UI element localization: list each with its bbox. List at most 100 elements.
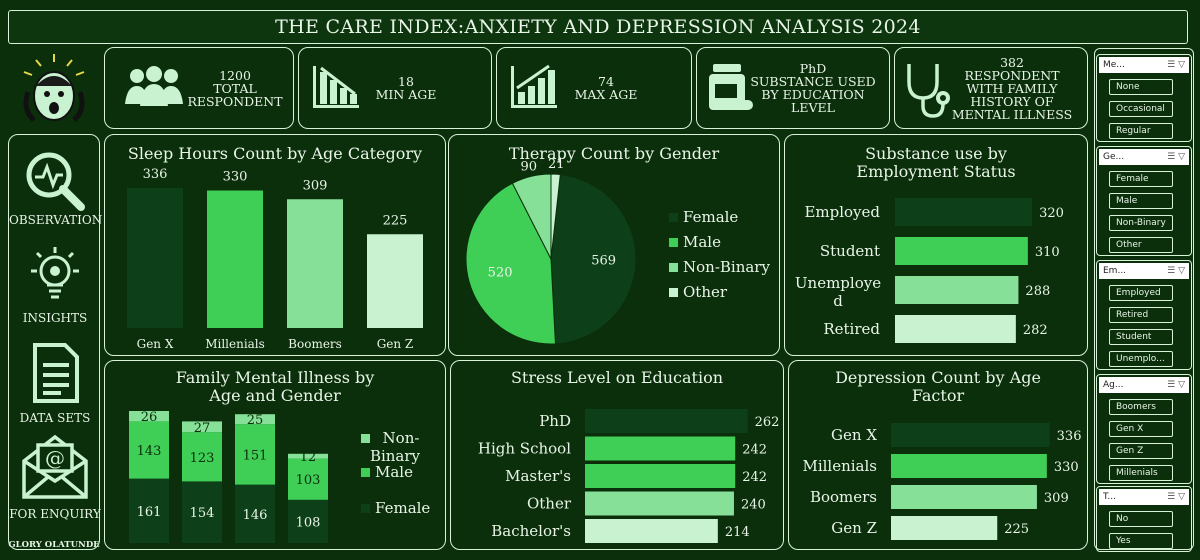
bar bbox=[367, 234, 423, 328]
kpi-max-age: 74 MAX AGE bbox=[496, 47, 692, 129]
nav-item-observation[interactable]: OBSERVATION bbox=[9, 145, 103, 233]
legend-label: Female bbox=[683, 208, 738, 226]
category-label: Boomers bbox=[288, 337, 342, 351]
chart-title: Substance use by Employment Status bbox=[856, 144, 1016, 181]
substance-panel: Substance use by Employment Status 320 Em… bbox=[784, 134, 1088, 356]
bar bbox=[585, 464, 736, 488]
slicer-1: Ge... ☰ ▽ Female Male Non-Binary Other bbox=[1096, 146, 1192, 256]
nav-item-data-sets[interactable]: DATA SETS bbox=[9, 341, 101, 429]
data-label: 161 bbox=[137, 505, 162, 520]
slicer-option[interactable]: Yes bbox=[1109, 533, 1173, 549]
filter-clear-icon[interactable]: ☰ ▽ bbox=[1167, 380, 1185, 390]
data-label: 154 bbox=[190, 506, 215, 521]
data-label: 225 bbox=[383, 213, 408, 228]
bar bbox=[585, 491, 734, 516]
legend-label: Female bbox=[375, 499, 430, 517]
chart-title: Sleep Hours Count by Age Category bbox=[127, 144, 423, 163]
chart-title: Therapy Count by Gender bbox=[508, 144, 720, 163]
kpi-label: RESPONDENT WITH FAMILY HISTORY OF MENTAL… bbox=[951, 67, 1073, 122]
slicer-option[interactable]: Employed bbox=[1109, 285, 1173, 301]
slicer-option[interactable]: None bbox=[1109, 79, 1173, 95]
slicer-option[interactable]: Gen X bbox=[1109, 421, 1173, 437]
slicer-header[interactable]: Me... ☰ ▽ bbox=[1099, 57, 1189, 73]
stack-segment bbox=[288, 453, 328, 459]
slicer-title: Me... bbox=[1103, 60, 1125, 70]
slicer-option[interactable]: Non-Binary bbox=[1109, 215, 1173, 231]
legend-label: Other bbox=[683, 283, 728, 301]
bar bbox=[585, 409, 748, 433]
dashboard-title: THE CARE INDEX:ANXIETY AND DEPRESSION AN… bbox=[8, 10, 1188, 44]
slicer-header[interactable]: Ag... ☰ ▽ bbox=[1099, 377, 1189, 393]
data-label: 143 bbox=[137, 444, 162, 459]
slicer-pane bbox=[1094, 48, 1194, 550]
kpi-family-history: 382 RESPONDENT WITH FAMILY HISTORY OF ME… bbox=[894, 47, 1088, 129]
slicer-option[interactable]: Female bbox=[1109, 171, 1173, 187]
slicer-option[interactable]: Boomers bbox=[1109, 399, 1173, 415]
slicer-option[interactable]: Millenials bbox=[1109, 465, 1173, 481]
magnifier-pulse-icon bbox=[26, 152, 85, 211]
anxiety-face-logo bbox=[14, 52, 94, 130]
legend-swatch bbox=[361, 504, 370, 513]
kpi-value: 382 bbox=[1000, 54, 1024, 70]
slicer-title: Ge... bbox=[1103, 152, 1125, 162]
data-label: 25 bbox=[247, 413, 264, 428]
nav-item-enquiry[interactable]: @ FOR ENQUIRY bbox=[9, 433, 101, 525]
data-label: 214 bbox=[725, 525, 750, 540]
stress-chart: 262 PhD 242 High School 242 Master's 240 Other 2… bbox=[478, 409, 779, 543]
document-icon bbox=[33, 343, 79, 403]
slicer-title: T... bbox=[1103, 492, 1117, 502]
stack-segment bbox=[129, 421, 169, 479]
slicer-3: Ag... ☰ ▽ Boomers Gen X Gen Z Millenials bbox=[1096, 374, 1192, 484]
slicer-option[interactable]: Regular bbox=[1109, 123, 1173, 139]
bar-chart-down-icon bbox=[313, 66, 359, 108]
depression-chart: 336 Gen X 330 Millenials 309 Boomers 225 Gen Z bbox=[802, 423, 1082, 540]
data-label: 21 bbox=[548, 157, 565, 172]
nav-label: OBSERVATION bbox=[9, 213, 103, 227]
slicer-option[interactable]: No bbox=[1109, 511, 1173, 527]
data-label: 123 bbox=[190, 451, 215, 466]
kpi-total-respondent: 1200 TOTAL RESPONDENT bbox=[104, 47, 294, 129]
slicer-option[interactable]: Retired bbox=[1109, 307, 1173, 323]
slicer-header[interactable]: Ge... ☰ ▽ bbox=[1099, 149, 1189, 165]
filter-clear-icon[interactable]: ☰ ▽ bbox=[1167, 152, 1185, 162]
data-label: 151 bbox=[243, 448, 268, 463]
filter-clear-icon[interactable]: ☰ ▽ bbox=[1167, 492, 1185, 502]
category-label: Student bbox=[820, 242, 880, 260]
data-label: 242 bbox=[742, 470, 767, 485]
legend-label: Non-Binary bbox=[370, 429, 421, 465]
data-label: 108 bbox=[296, 515, 321, 530]
nav-item-insights[interactable]: INSIGHTS bbox=[9, 243, 101, 331]
legend-swatch bbox=[669, 213, 678, 222]
legend-swatch bbox=[361, 468, 370, 477]
slicer-option[interactable]: Unemplo... bbox=[1109, 351, 1173, 367]
data-label: 12 bbox=[300, 450, 317, 465]
bar bbox=[207, 190, 263, 328]
bar bbox=[895, 198, 1033, 226]
pill-bottle-icon bbox=[709, 64, 753, 110]
legend-label: Non-Binary bbox=[683, 258, 770, 276]
bar bbox=[891, 454, 1047, 478]
data-label: 336 bbox=[1057, 429, 1082, 444]
slicer-option[interactable]: Occasional bbox=[1109, 101, 1173, 117]
slicer-header[interactable]: T... ☰ ▽ bbox=[1099, 489, 1189, 505]
kpi-value: PhD bbox=[799, 61, 827, 76]
kpi-label: MAX AGE bbox=[574, 87, 638, 102]
chart-title: Family Mental Illness by Age and Gender bbox=[175, 368, 375, 405]
data-label: 309 bbox=[303, 178, 328, 193]
bar bbox=[895, 315, 1016, 343]
data-label: 320 bbox=[1039, 206, 1064, 221]
filter-clear-icon[interactable]: ☰ ▽ bbox=[1167, 266, 1185, 276]
filter-clear-icon[interactable]: ☰ ▽ bbox=[1167, 60, 1185, 70]
bar bbox=[895, 237, 1028, 265]
stack-segment bbox=[182, 432, 222, 482]
slicer-option[interactable]: Student bbox=[1109, 329, 1173, 345]
slicer-4: T... ☰ ▽ No Yes bbox=[1096, 486, 1192, 552]
data-label: 26 bbox=[141, 410, 158, 425]
slicer-header[interactable]: Em... ☰ ▽ bbox=[1099, 263, 1189, 279]
pie-slice bbox=[550, 173, 637, 345]
slicer-option[interactable]: Gen Z bbox=[1109, 443, 1173, 459]
pie-slice bbox=[465, 182, 556, 345]
slicer-option[interactable]: Male bbox=[1109, 193, 1173, 209]
legend-swatch bbox=[669, 238, 678, 247]
slicer-option[interactable]: Other bbox=[1109, 237, 1173, 253]
